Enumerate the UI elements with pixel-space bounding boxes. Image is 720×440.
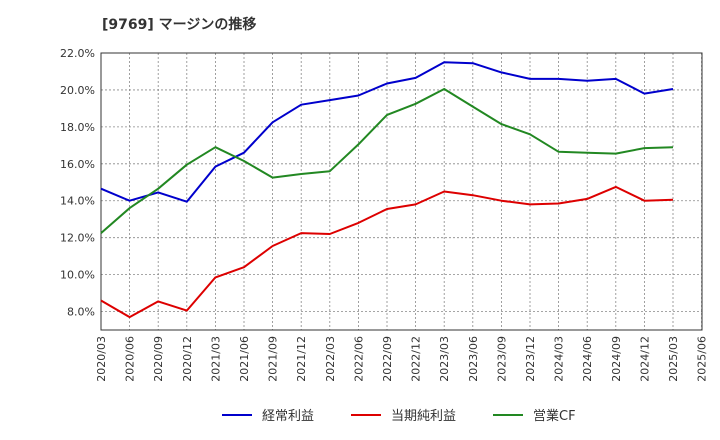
x-tick-label: 2024/09 xyxy=(610,336,623,382)
legend-label-3: 営業CF xyxy=(533,408,576,424)
x-tick-label: 2021/12 xyxy=(295,336,308,382)
y-tick-label: 10.0% xyxy=(60,269,95,282)
x-tick-label: 2020/03 xyxy=(95,336,108,382)
x-tick-label: 2021/09 xyxy=(267,336,280,382)
y-tick-label: 16.0% xyxy=(60,158,95,171)
plot-area xyxy=(100,52,703,331)
series-line-3 xyxy=(100,88,674,234)
plot-border xyxy=(100,52,703,331)
y-tick-label: 22.0% xyxy=(60,47,95,60)
x-tick-label: 2020/12 xyxy=(181,336,194,382)
x-tick-label: 2022/03 xyxy=(324,336,337,382)
y-tick-label: 20.0% xyxy=(60,84,95,97)
x-tick-label: 2022/06 xyxy=(352,336,365,382)
x-tick-label: 2023/09 xyxy=(495,336,508,382)
x-tick-label: 2025/06 xyxy=(696,336,709,382)
y-tick-label: 12.0% xyxy=(60,232,95,245)
legend-label-1: 経常利益 xyxy=(262,409,314,424)
series-line-1 xyxy=(100,61,674,203)
x-tick-label: 2024/06 xyxy=(581,336,594,382)
legend-label-2: 当期純利益 xyxy=(391,409,456,424)
x-tick-label: 2025/03 xyxy=(667,336,680,382)
x-tick-label: 2021/06 xyxy=(238,336,251,382)
x-tick-label: 2021/03 xyxy=(209,336,222,382)
x-tick-label: 2022/12 xyxy=(410,336,423,382)
x-tick-label: 2020/09 xyxy=(152,336,165,382)
x-tick-label: 2023/03 xyxy=(438,336,451,382)
x-tick-label: 2023/06 xyxy=(467,336,480,382)
x-tick-label: 2022/09 xyxy=(381,336,394,382)
x-tick-label: 2024/03 xyxy=(553,336,566,382)
series-line-2 xyxy=(100,185,674,319)
y-tick-label: 14.0% xyxy=(60,195,95,208)
y-tick-label: 8.0% xyxy=(67,306,95,319)
chart-title: [9769] マージンの推移 xyxy=(102,17,257,33)
y-tick-label: 18.0% xyxy=(60,121,95,134)
x-tick-label: 2020/06 xyxy=(124,336,137,382)
x-tick-label: 2023/12 xyxy=(524,336,537,382)
x-tick-label: 2024/12 xyxy=(638,336,651,382)
